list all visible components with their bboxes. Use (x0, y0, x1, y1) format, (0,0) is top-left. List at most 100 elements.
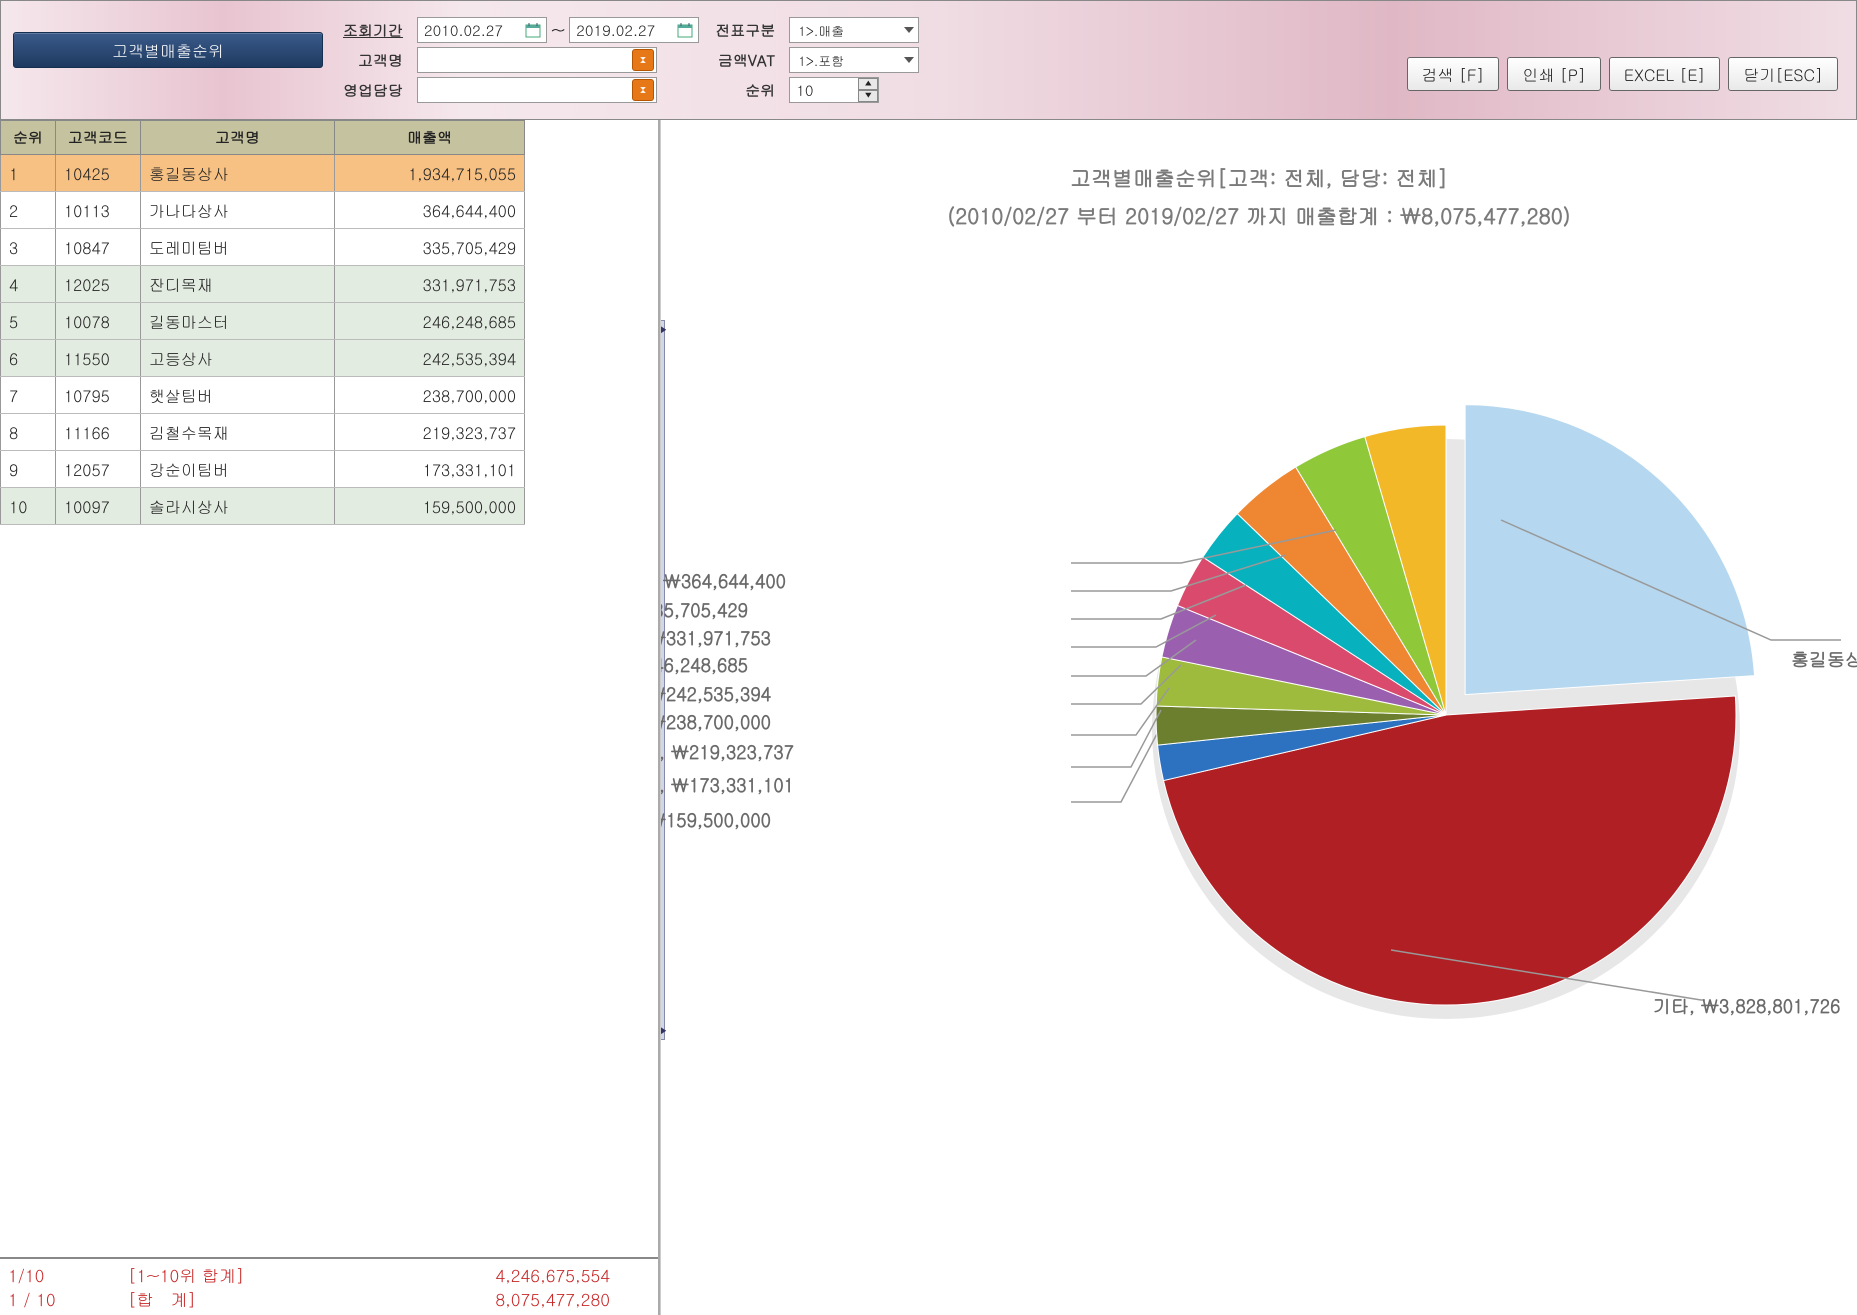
summary-pos-1: 1/10 (8, 1263, 128, 1287)
summary-pos-2: 1 / 10 (8, 1287, 128, 1311)
cell-name: 햇살팀버 (140, 377, 334, 414)
table-row[interactable]: 1010097솔라시상사159,500,000 (1, 488, 525, 525)
cell-rank: 10 (1, 488, 56, 525)
print-button[interactable]: 인쇄 [P] (1507, 57, 1601, 91)
chart-title: 고객별매출순위[고객: 전체, 담당: 전체] (661, 162, 1857, 192)
table-row[interactable]: 710795햇살팀버238,700,000 (1, 377, 525, 414)
col-code[interactable]: 고객코드 (55, 121, 140, 155)
cell-rank: 5 (1, 303, 56, 340)
chevron-down-icon (904, 27, 914, 33)
table-row[interactable]: 210113가나다상사364,644,400 (1, 192, 525, 229)
pie-slice[interactable] (1465, 405, 1754, 695)
leader-line (1071, 730, 1159, 802)
action-button-bar: 검색 [F] 인쇄 [P] EXCEL [E] 닫기[ESC] (1407, 57, 1838, 91)
cell-name: 홍길동상사 (140, 155, 334, 192)
doc-type-select[interactable]: 1>.매출 (789, 17, 919, 43)
cell-code: 11166 (55, 414, 140, 451)
pie-slice-label: 고등상사, ￦242,535,394 (660, 682, 771, 707)
spin-up-icon[interactable]: ▲ (858, 78, 878, 90)
cell-name: 김철수목재 (140, 414, 334, 451)
calendar-icon[interactable] (676, 21, 694, 39)
col-amount[interactable]: 매출액 (335, 121, 525, 155)
cell-code: 10795 (55, 377, 140, 414)
tilde: ~ (547, 18, 569, 43)
cell-name: 솔라시상사 (140, 488, 334, 525)
cell-code: 12057 (55, 451, 140, 488)
pie-slice-label: 철수목재, ￦219,323,737 (660, 740, 794, 765)
salesrep-label: 영업담당 (343, 80, 409, 101)
pie-chart: 홍길동상사 , ￦1,934,71기타, ￦3,828,801,726라시상사,… (661, 230, 1857, 1130)
chart-subtitle: (2010/02/27 부터 2019/02/27 까지 매출합계 : ￦8,0… (661, 200, 1857, 230)
left-pane: 순위 고객코드 고객명 매출액 110425홍길동상사1,934,715,055… (0, 120, 660, 1315)
table-scroll[interactable]: 순위 고객코드 고객명 매출액 110425홍길동상사1,934,715,055… (0, 120, 658, 1258)
cell-code: 10097 (55, 488, 140, 525)
summary-val-2: 8,075,477,280 (358, 1287, 650, 1311)
table-row[interactable]: 510078길동마스터246,248,685 (1, 303, 525, 340)
cell-rank: 7 (1, 377, 56, 414)
col-name[interactable]: 고객명 (140, 121, 334, 155)
cell-rank: 9 (1, 451, 56, 488)
cell-amount: 219,323,737 (335, 414, 525, 451)
cell-rank: 8 (1, 414, 56, 451)
cell-name: 도레미팀버 (140, 229, 334, 266)
col-rank[interactable]: 순위 (1, 121, 56, 155)
date-to-value: 2019.02.27 (576, 20, 655, 41)
table-header-row: 순위 고객코드 고객명 매출액 (1, 121, 525, 155)
pie-slice-label: 잔디목재, ￦331,971,753 (660, 626, 771, 651)
cell-rank: 2 (1, 192, 56, 229)
doc-type-label: 전표구분 (715, 20, 781, 41)
filter-toolbar: 고객별매출순위 조회기간 2010.02.27 ~ 2019.02.27 전표구… (0, 0, 1857, 120)
cell-amount: 246,248,685 (335, 303, 525, 340)
cell-code: 10847 (55, 229, 140, 266)
cell-name: 고등상사 (140, 340, 334, 377)
date-to-input[interactable]: 2019.02.27 (569, 17, 699, 43)
report-title-button[interactable]: 고객별매출순위 (13, 32, 323, 68)
spin-down-icon[interactable]: ▼ (858, 90, 878, 102)
period-label: 조회기간 (343, 20, 409, 41)
cell-name: 가나다상사 (140, 192, 334, 229)
cell-amount: 173,331,101 (335, 451, 525, 488)
cell-rank: 4 (1, 266, 56, 303)
cell-name: 강순이팀버 (140, 451, 334, 488)
cell-amount: 159,500,000 (335, 488, 525, 525)
cell-name: 잔디목재 (140, 266, 334, 303)
lookup-icon[interactable] (632, 79, 654, 101)
cell-amount: 238,700,000 (335, 377, 525, 414)
rank-value: 10 (796, 80, 813, 101)
table-row[interactable]: 412025잔디목재331,971,753 (1, 266, 525, 303)
customer-input[interactable] (417, 47, 657, 73)
pie-slice-label: 기타, ￦3,828,801,726 (1653, 994, 1840, 1019)
search-button[interactable]: 검색 [F] (1407, 57, 1500, 91)
excel-button[interactable]: EXCEL [E] (1609, 57, 1721, 91)
calendar-icon[interactable] (524, 21, 542, 39)
rank-spinner[interactable]: 10 ▲ ▼ (789, 77, 879, 103)
pie-slice-label: 홍길동상사 , ￦1,934,71 (1791, 647, 1857, 672)
doc-type-value: 1>.매출 (798, 21, 844, 40)
pie-slice-label: 순이팀버, ￦173,331,101 (660, 773, 794, 798)
vat-label: 금액VAT (715, 50, 781, 71)
salesrep-input[interactable] (417, 77, 657, 103)
date-from-input[interactable]: 2010.02.27 (417, 17, 547, 43)
table-row[interactable]: 811166김철수목재219,323,737 (1, 414, 525, 451)
rank-table: 순위 고객코드 고객명 매출액 110425홍길동상사1,934,715,055… (0, 120, 525, 525)
summary-label-2: [합 계] (128, 1287, 358, 1311)
filter-form: 조회기간 2010.02.27 ~ 2019.02.27 전표구분 1>.매출 (343, 17, 927, 103)
cell-code: 12025 (55, 266, 140, 303)
vat-select[interactable]: 1>.포함 (789, 47, 919, 73)
cell-code: 10425 (55, 155, 140, 192)
table-row[interactable]: 611550고등상사242,535,394 (1, 340, 525, 377)
cell-amount: 335,705,429 (335, 229, 525, 266)
table-row[interactable]: 912057강순이팀버173,331,101 (1, 451, 525, 488)
cell-name: 길동마스터 (140, 303, 334, 340)
cell-code: 10078 (55, 303, 140, 340)
summary-val-1: 4,246,675,554 (358, 1263, 650, 1287)
pie-slice-label: 햇살팀버, ￦238,700,000 (660, 710, 771, 735)
close-button[interactable]: 닫기[ESC] (1728, 57, 1838, 91)
table-row[interactable]: 310847도레미팀버335,705,429 (1, 229, 525, 266)
table-row[interactable]: 110425홍길동상사1,934,715,055 (1, 155, 525, 192)
chart-pane: ▶ ▶ 고객별매출순위[고객: 전체, 담당: 전체] (2010/02/27 … (660, 120, 1857, 1315)
pie-slice-label: 도레미팀버, ￦335,705,429 (660, 598, 748, 623)
cell-amount: 242,535,394 (335, 340, 525, 377)
lookup-icon[interactable] (632, 49, 654, 71)
customer-label: 고객명 (343, 50, 409, 71)
